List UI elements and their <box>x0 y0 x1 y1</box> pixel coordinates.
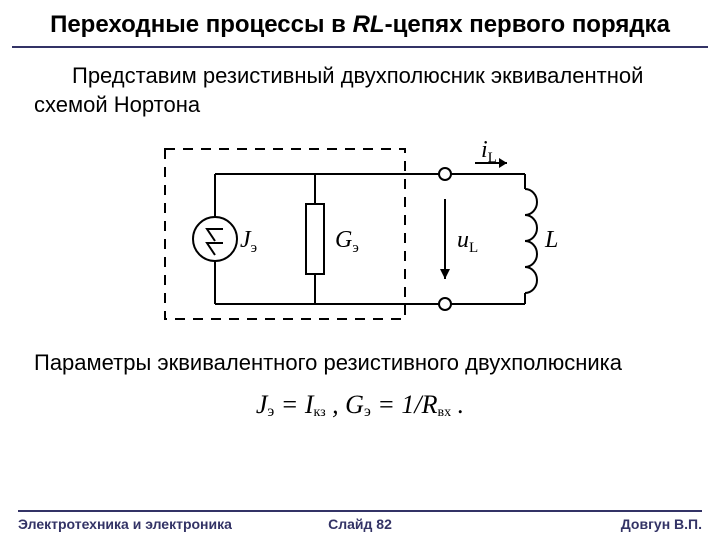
circuit-diagram-wrap: Jэ Gэ uL iL L <box>34 129 686 339</box>
f-Rs: вх <box>438 405 452 420</box>
f-1o: 1/ <box>401 390 421 419</box>
footer-slide-no: 82 <box>376 516 392 532</box>
f-eq2: = <box>377 390 401 419</box>
title-suffix: -цепях первого порядка <box>385 11 670 38</box>
svg-text:Gэ: Gэ <box>335 227 359 256</box>
f-Is: кз <box>314 405 326 420</box>
f-eq1: = <box>281 390 305 419</box>
svg-text:iL: iL <box>481 137 497 166</box>
footer-center-prefix: Слайд <box>328 516 376 532</box>
slide-footer: Электротехника и электроника Слайд 82 До… <box>0 510 720 532</box>
formulas: Jэ = Iкз , Gэ = 1/Rвх . <box>34 388 686 423</box>
params-caption: Параметры эквивалентного резистивного дв… <box>34 349 686 378</box>
intro-text: Представим резистивный двухполюсник экви… <box>34 62 686 119</box>
f-Js: э <box>267 403 274 420</box>
slide-title: Переходные процессы в RL-цепях первого п… <box>0 0 720 46</box>
title-prefix: Переходные процессы в <box>50 11 353 38</box>
footer-divider <box>18 510 702 512</box>
title-italic: RL <box>353 11 385 38</box>
f-I: I <box>305 390 314 419</box>
f-Gs: э <box>364 403 371 420</box>
svg-text:uL: uL <box>457 227 478 256</box>
f-J: J <box>256 390 268 419</box>
svg-text:L: L <box>544 227 558 253</box>
footer-center: Слайд 82 <box>246 516 474 532</box>
f-R: R <box>422 390 438 419</box>
footer-left: Электротехника и электроника <box>18 516 246 532</box>
footer-row: Электротехника и электроника Слайд 82 До… <box>18 516 702 532</box>
f-G: G <box>345 390 364 419</box>
slide-body: Представим резистивный двухполюсник экви… <box>0 48 720 423</box>
svg-text:Jэ: Jэ <box>240 227 257 256</box>
footer-right: Довгун В.П. <box>474 516 702 532</box>
f-sep: , <box>332 390 345 419</box>
slide: Переходные процессы в RL-цепях первого п… <box>0 0 720 540</box>
f-dot: . <box>458 390 465 419</box>
circuit-diagram: Jэ Gэ uL iL L <box>145 129 575 339</box>
